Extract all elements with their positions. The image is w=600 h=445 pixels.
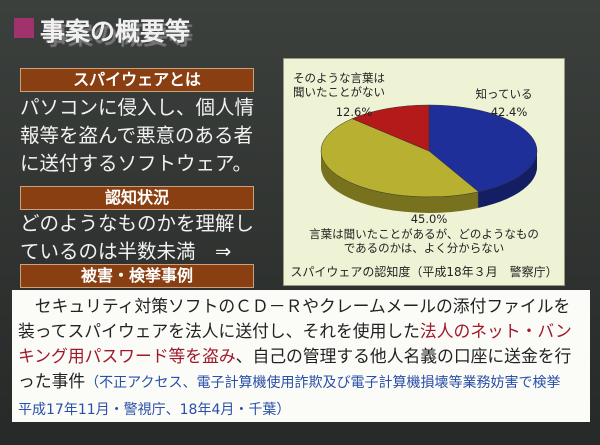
section-heading: 認知状況 <box>20 186 254 210</box>
case-segment: 、自己の管理する他人名義の口座に送金を行った事件 <box>18 346 572 391</box>
title-bullet <box>14 18 34 38</box>
pie-value-label: 42.4% <box>490 105 528 119</box>
slide-title: 事案の概要等 <box>40 17 191 46</box>
pie-value-label: 45.0% <box>410 212 448 226</box>
pie-category-label: 知っている <box>475 87 533 101</box>
case-text: セキュリティ対策ソフトのＣＤ－Ｒやクレームメールの添付ファイルを装ってスパイウェ… <box>12 290 590 422</box>
pie-category-label: 言葉は聞いたことがあるが、どのようなもの であるのかは、よく分からない <box>309 227 539 255</box>
section-heading: 被害・検挙事例 <box>20 264 254 288</box>
case-segment: （不正アクセス、電子計算機使用詐欺及び電子計算機損壊等業務妨害で検挙 平成17年… <box>18 375 575 418</box>
case-segment: 法人のネット・バンキング用パスワード等を盗み <box>18 321 572 366</box>
pie-slice <box>351 104 430 152</box>
case-segment: セキュリティ対策ソフトのＣＤ－Ｒやクレームメールの添付ファイルを装ってスパイウェ… <box>18 296 571 341</box>
chart: スパイウェアの認知度（平成18年３月 警察庁） 知っている 42.4% 言葉は聞いた… <box>283 58 565 286</box>
pie-category-label: そのような言葉は 聞いたことがない <box>293 71 385 99</box>
pie-value-label: 12.6% <box>335 105 373 119</box>
pie-slice <box>428 104 538 193</box>
section-text: パソコンに侵入し、個人情報等を盗んで悪意のある者に送付するソフトウェア。 <box>20 96 255 175</box>
chart-caption: スパイウェアの認知度（平成18年３月 警察庁） <box>290 265 558 279</box>
section-heading: スパイウェアとは <box>20 68 254 92</box>
pie-chart <box>320 104 538 214</box>
section-text: どのようなものかを理解しているのは半数未満 ⇒ <box>20 212 255 263</box>
pie-slice <box>320 118 480 198</box>
